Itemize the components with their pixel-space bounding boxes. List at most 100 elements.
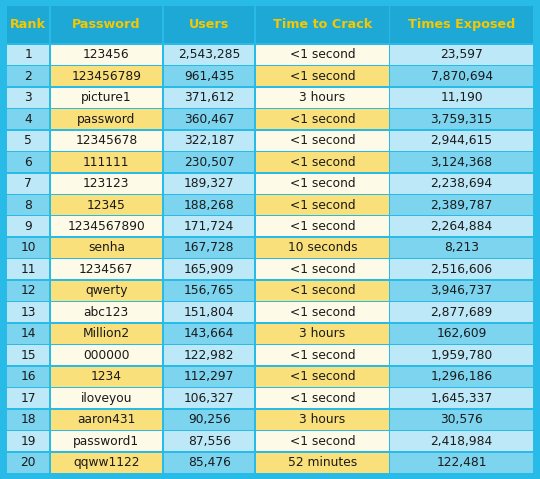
Bar <box>164 88 254 108</box>
Bar <box>8 238 49 258</box>
Text: 20: 20 <box>21 456 36 469</box>
Text: 3 hours: 3 hours <box>299 91 346 104</box>
Bar <box>51 173 162 194</box>
Text: 1234: 1234 <box>91 370 122 383</box>
Bar <box>390 281 532 301</box>
Bar <box>390 345 532 365</box>
Text: 151,804: 151,804 <box>184 306 234 319</box>
Bar <box>256 302 389 322</box>
Bar <box>390 238 532 258</box>
Text: 52 minutes: 52 minutes <box>288 456 357 469</box>
Bar <box>164 302 254 322</box>
Bar <box>51 388 162 408</box>
Text: 122,481: 122,481 <box>436 456 487 469</box>
Bar <box>256 66 389 86</box>
Bar <box>51 217 162 237</box>
Text: 23,597: 23,597 <box>440 48 483 61</box>
Text: iloveyou: iloveyou <box>80 392 132 405</box>
Bar <box>8 131 49 151</box>
Text: Million2: Million2 <box>83 327 130 340</box>
Bar <box>51 410 162 430</box>
Bar <box>390 45 532 65</box>
Text: 371,612: 371,612 <box>184 91 234 104</box>
Bar <box>51 238 162 258</box>
Text: 111111: 111111 <box>83 156 130 169</box>
Text: 8,213: 8,213 <box>444 241 479 254</box>
Text: 2,877,689: 2,877,689 <box>430 306 492 319</box>
Text: 2,238,694: 2,238,694 <box>430 177 492 190</box>
Bar <box>51 260 162 279</box>
Text: <1 second: <1 second <box>289 306 355 319</box>
Bar <box>51 281 162 301</box>
Text: 15: 15 <box>21 349 36 362</box>
Bar <box>390 388 532 408</box>
Text: 11,190: 11,190 <box>440 91 483 104</box>
Text: 000000: 000000 <box>83 349 130 362</box>
Text: 19: 19 <box>21 434 36 447</box>
Bar <box>390 195 532 215</box>
Bar <box>256 388 389 408</box>
Bar <box>164 173 254 194</box>
Text: 3 hours: 3 hours <box>299 327 346 340</box>
Bar <box>164 260 254 279</box>
Bar <box>256 453 389 473</box>
Text: qqww1122: qqww1122 <box>73 456 140 469</box>
Bar <box>8 281 49 301</box>
Bar <box>390 431 532 451</box>
Text: 12345678: 12345678 <box>75 134 138 147</box>
Bar <box>256 217 389 237</box>
Bar <box>164 345 254 365</box>
Text: 85,476: 85,476 <box>188 456 231 469</box>
Text: 13: 13 <box>21 306 36 319</box>
Bar <box>8 453 49 473</box>
Text: 123456789: 123456789 <box>71 70 141 83</box>
Bar <box>390 152 532 172</box>
Text: 11: 11 <box>21 263 36 276</box>
Bar <box>8 195 49 215</box>
Bar <box>164 45 254 65</box>
Bar <box>51 345 162 365</box>
Text: 2,418,984: 2,418,984 <box>430 434 492 447</box>
Text: senha: senha <box>88 241 125 254</box>
Bar <box>51 45 162 65</box>
Text: 7,870,694: 7,870,694 <box>430 70 492 83</box>
Text: 18: 18 <box>21 413 36 426</box>
Text: 322,187: 322,187 <box>184 134 234 147</box>
Bar <box>390 367 532 387</box>
Bar <box>8 109 49 129</box>
Text: 2,516,606: 2,516,606 <box>430 263 492 276</box>
Text: 3,759,315: 3,759,315 <box>430 113 492 125</box>
Text: 10: 10 <box>21 241 36 254</box>
Bar <box>8 88 49 108</box>
Text: picture1: picture1 <box>81 91 132 104</box>
Text: 1,296,186: 1,296,186 <box>430 370 492 383</box>
Bar <box>164 324 254 344</box>
Bar <box>256 431 389 451</box>
Bar <box>256 88 389 108</box>
Bar <box>51 109 162 129</box>
Text: Password: Password <box>72 18 140 32</box>
Text: <1 second: <1 second <box>289 285 355 297</box>
Text: 8: 8 <box>24 198 32 212</box>
Bar <box>390 88 532 108</box>
Bar <box>256 367 389 387</box>
Text: <1 second: <1 second <box>289 156 355 169</box>
Text: <1 second: <1 second <box>289 392 355 405</box>
Bar <box>256 109 389 129</box>
Bar <box>390 410 532 430</box>
Bar <box>51 7 162 44</box>
Bar <box>390 324 532 344</box>
Text: 4: 4 <box>24 113 32 125</box>
Bar <box>164 66 254 86</box>
Bar <box>164 281 254 301</box>
Text: qwerty: qwerty <box>85 285 127 297</box>
Bar <box>164 7 254 44</box>
Bar <box>8 324 49 344</box>
Bar <box>256 173 389 194</box>
Text: 123123: 123123 <box>83 177 130 190</box>
Text: <1 second: <1 second <box>289 198 355 212</box>
Bar <box>390 109 532 129</box>
Text: 162,609: 162,609 <box>436 327 487 340</box>
Text: 30,576: 30,576 <box>440 413 483 426</box>
Bar <box>51 302 162 322</box>
